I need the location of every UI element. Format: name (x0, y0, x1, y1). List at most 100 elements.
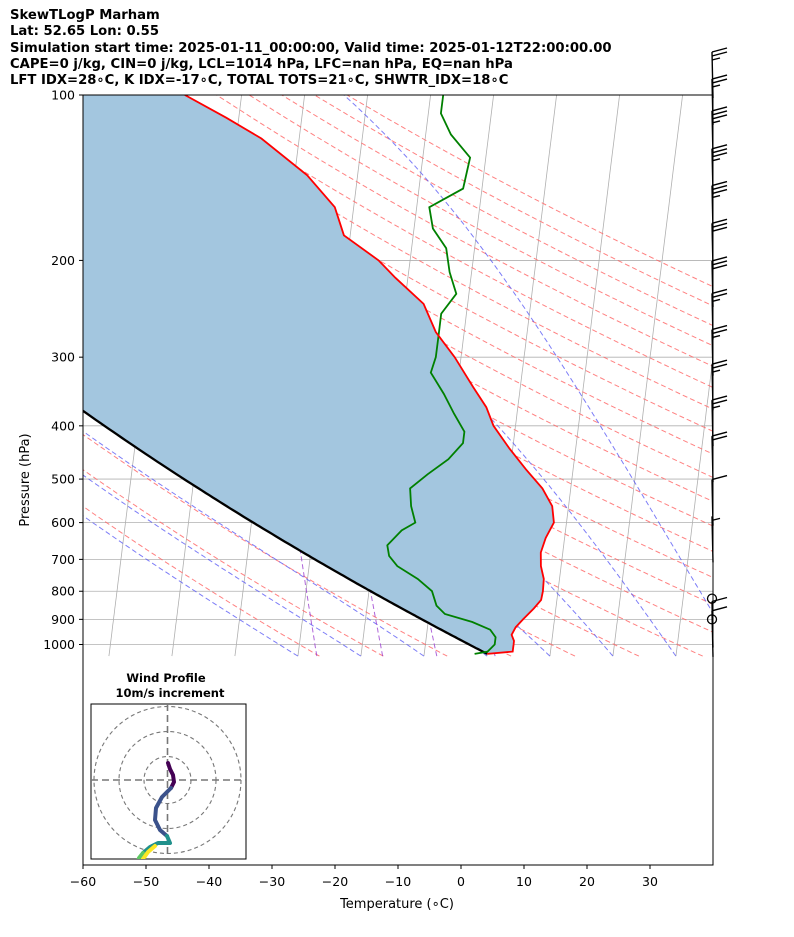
hodograph-inset: Wind Profile 10m/s increment (90, 671, 247, 860)
x-tick-label: 0 (457, 874, 465, 889)
wind-barb-staff (711, 516, 714, 563)
wind-barb-staff (711, 601, 714, 648)
wind-barb-flag (711, 288, 728, 295)
moist-adiabat (83, 515, 299, 657)
wind-barb-flag (711, 106, 728, 112)
x-tick-label: −60 (70, 874, 96, 889)
wind-barb-flag (711, 399, 728, 405)
isotherm-line (549, 95, 620, 657)
wind-barb-flag (711, 474, 728, 481)
y-tick-label: 400 (51, 418, 75, 433)
x-tick-label: −40 (196, 874, 222, 889)
wind-barb-flag (711, 188, 728, 195)
x-tick-label: −50 (133, 874, 159, 889)
y-tick-label: 900 (51, 612, 75, 627)
y-tick-label: 200 (51, 253, 75, 268)
hodograph-trace (141, 844, 157, 859)
hodograph-title: Wind Profile (126, 671, 206, 685)
y-tick-label: 300 (51, 350, 75, 365)
wind-barb-flag (711, 596, 728, 603)
parcel-path-line (83, 409, 488, 655)
y-tick-label: 1000 (43, 637, 75, 652)
hodograph-subtitle: 10m/s increment (116, 686, 225, 700)
wind-barb-flag (711, 226, 728, 232)
chart-title-block: SkewTLogP Marham Lat: 52.65 Lon: 0.55 Si… (10, 8, 612, 89)
axis-ticks: −60 −50 −40 −30 −20 −10 0 10 20 30 100 200 300 400 500… (43, 88, 658, 890)
wind-barb-flag (711, 148, 728, 154)
y-tick-label: 600 (51, 515, 75, 530)
cape-cin-area (83, 95, 554, 654)
indices-line: CAPE=0 j/kg, CIN=0 j/kg, LCL=1014 hPa, L… (10, 56, 513, 72)
isotherm-line (675, 354, 713, 657)
wind-barb-flag (711, 431, 728, 437)
wind-barb-flag (711, 152, 728, 158)
dry-adiabat (281, 95, 713, 327)
hodograph-trace (166, 761, 176, 790)
wind-barb-flag (711, 78, 728, 84)
wind-barb-half-flag (711, 194, 721, 199)
wind-barb-flag (711, 260, 728, 266)
y-tick-label: 800 (51, 584, 75, 599)
dry-adiabat (83, 505, 320, 657)
wind-barb-flag (711, 218, 728, 224)
wind-barb-flag (711, 606, 728, 612)
dry-adiabat (118, 95, 713, 432)
wind-barb-flag (711, 222, 728, 228)
y-tick-label: 100 (51, 88, 75, 103)
wind-barb-flag (711, 184, 728, 191)
time-line: Simulation start time: 2025-01-11_00:00:… (10, 40, 612, 56)
calm-wind-circle (706, 593, 718, 604)
wind-barb-flag (711, 292, 728, 299)
wind-barb-staff (711, 436, 714, 483)
x-axis-label: Temperature (∘C) (339, 897, 454, 912)
wind-barb-flag (711, 359, 728, 365)
wind-barb-flag (711, 264, 728, 270)
wind-barb-flag (711, 324, 728, 331)
calm-wind-circle (706, 614, 718, 625)
x-tick-label: −10 (385, 874, 411, 889)
x-tick-label: 20 (579, 874, 595, 889)
wind-barb-half-flag (711, 158, 721, 162)
wind-barb-flag (711, 144, 728, 150)
x-tick-label: 30 (642, 874, 658, 889)
cape-fill (83, 95, 554, 654)
wind-barb-flag (711, 395, 728, 401)
y-axis-label: Pressure (hPa) (18, 433, 33, 526)
hodograph-trace (153, 786, 173, 838)
wind-barb-flag (711, 256, 728, 262)
wind-barb-flag (711, 110, 728, 116)
wind-barb-flag (711, 363, 728, 369)
x-tick-label: −30 (259, 874, 285, 889)
wind-barb-flag (711, 47, 728, 53)
profiles (83, 95, 555, 655)
hodograph-trace (141, 834, 172, 855)
wind-barb-staff (711, 479, 714, 526)
wind-barb-flag (711, 51, 728, 57)
wind-barb-staff (711, 51, 714, 99)
chart-title: SkewTLogP Marham (10, 8, 160, 23)
location-line: Lat: 52.65 Lon: 0.55 (10, 24, 160, 40)
indices-line-2: LFT IDX=28∘C, K IDX=-17∘C, TOTAL TOTS=21… (10, 73, 509, 89)
wind-barb-flag (711, 435, 728, 441)
moist-adiabat (83, 474, 362, 657)
y-tick-label: 500 (51, 472, 75, 487)
dry-adiabat (216, 95, 713, 367)
isotherm-line (0, 95, 53, 656)
wind-barb-half-flag (711, 57, 721, 61)
dry-adiabat (83, 433, 448, 657)
isotherm-line (612, 95, 683, 657)
dewpoint-line (386, 95, 497, 655)
temperature-line (184, 95, 555, 655)
wind-barbs (706, 47, 728, 657)
dry-adiabat (151, 95, 713, 410)
wind-barb-flag (711, 328, 728, 335)
x-tick-label: −20 (322, 874, 348, 889)
moist-adiabat (343, 95, 713, 614)
wind-barb-flag (711, 74, 728, 80)
x-tick-label: 10 (516, 874, 532, 889)
isotherm-line (739, 95, 794, 656)
wind-barb-flag (711, 114, 728, 120)
y-tick-label: 700 (51, 552, 75, 567)
wind-barb-flag (711, 180, 728, 187)
